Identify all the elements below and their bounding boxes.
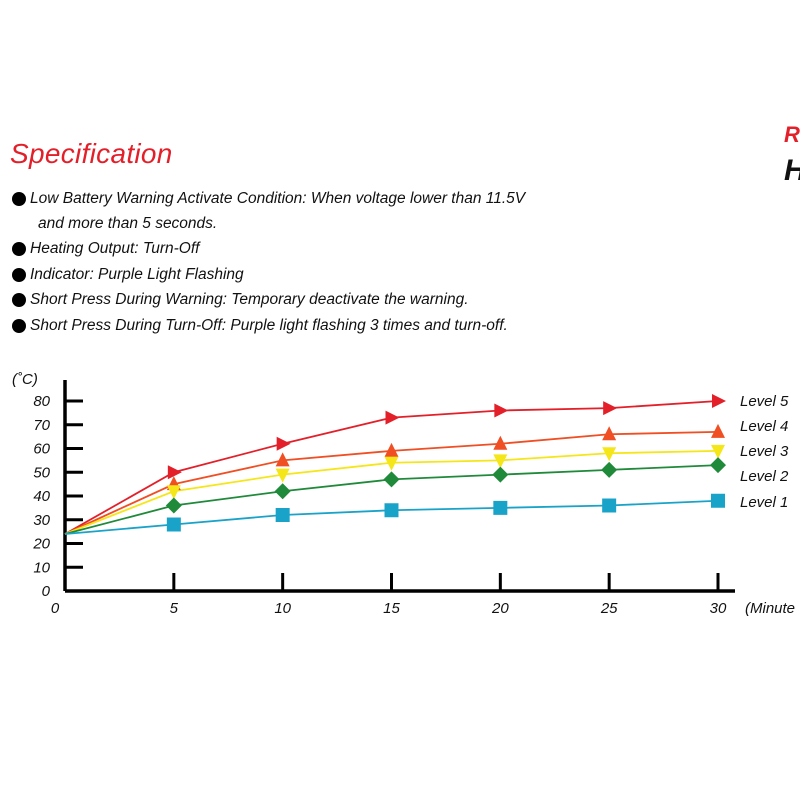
- bullet-icon: [12, 293, 26, 307]
- data-point-marker: [385, 410, 400, 425]
- data-point-marker: [711, 493, 725, 508]
- data-point-marker: [494, 403, 509, 418]
- y-tick-label: 70: [33, 417, 50, 434]
- y-tick-label: 30: [33, 512, 50, 529]
- data-point-marker: [165, 497, 182, 514]
- spec-item-short-press-turnoff: Short Press During Turn-Off: Purple ligh…: [12, 313, 525, 339]
- y-tick-label: 0: [42, 583, 51, 600]
- data-point-marker: [167, 465, 182, 480]
- data-point-marker: [493, 435, 508, 450]
- legend-entry: Level 2: [740, 468, 789, 485]
- data-point-marker: [275, 508, 290, 522]
- bullet-icon: [12, 192, 26, 206]
- x-axis-label: (Minute: [745, 600, 795, 617]
- spec-item-low-battery: Low Battery Warning Activate Condition: …: [12, 186, 525, 236]
- brand-logo-bottom: H: [784, 154, 800, 188]
- data-point-marker: [493, 454, 508, 469]
- legend-entry: Level 3: [740, 443, 789, 460]
- x-tick-label: 30: [710, 600, 727, 617]
- x-tick-label: 15: [383, 600, 400, 617]
- data-point-marker: [166, 485, 181, 500]
- bullet-icon: [12, 318, 26, 333]
- x-tick-label: 0: [51, 600, 60, 617]
- legend-entry: Level 4: [740, 418, 788, 435]
- spec-item-heating-output: Heating Output: Turn-Off: [12, 236, 525, 262]
- spec-item-line: Short Press During Turn-Off: Purple ligh…: [30, 316, 508, 334]
- data-point-marker: [384, 442, 399, 457]
- spec-item-line: and more than 5 seconds.: [38, 215, 218, 232]
- data-point-marker: [384, 503, 399, 518]
- x-tick-label: 10: [274, 600, 291, 617]
- data-point-marker: [711, 444, 725, 459]
- brand-logo-top: R: [784, 122, 800, 147]
- chart-axes: 0 10 20 30 40 50 60 70 80 (˚C) 0 5 10 15 20 25 30 (Minute: [12, 371, 795, 617]
- y-tick-label: 20: [32, 536, 50, 553]
- data-point-marker: [275, 452, 290, 467]
- y-tick-label: 60: [33, 441, 50, 458]
- chart-legend: Level 5 Level 4 Level 3 Level 2 Level 1: [740, 393, 789, 511]
- data-point-marker: [384, 456, 399, 471]
- data-point-marker: [275, 468, 290, 483]
- data-point-marker: [601, 461, 618, 478]
- data-point-marker: [711, 423, 725, 438]
- x-tick-label: 25: [600, 600, 618, 617]
- x-tick-label: 5: [170, 600, 179, 617]
- data-point-marker: [274, 483, 291, 500]
- data-point-marker: [276, 436, 291, 451]
- y-tick-label: 50: [33, 464, 50, 481]
- x-tick-label: 20: [491, 600, 509, 617]
- spec-list: Low Battery Warning Activate Condition: …: [12, 186, 525, 338]
- legend-entry: Level 5: [740, 393, 789, 410]
- bullet-icon: [12, 242, 26, 256]
- y-tick-label: 10: [33, 559, 50, 576]
- y-axis-label: (˚C): [12, 371, 38, 388]
- series-markers: [165, 394, 726, 532]
- data-point-marker: [603, 401, 618, 416]
- data-point-marker: [492, 466, 509, 483]
- y-tick-label: 80: [33, 393, 50, 410]
- spec-item-short-press-warning: Short Press During Warning: Temporary de…: [12, 287, 525, 313]
- data-point-marker: [493, 500, 508, 515]
- data-point-marker: [710, 457, 726, 474]
- data-point-marker: [602, 426, 617, 441]
- spec-item-line: Low Battery Warning Activate Condition: …: [30, 190, 526, 207]
- y-tick-label: 40: [33, 488, 50, 505]
- page-title: Specification: [10, 138, 173, 169]
- temperature-chart: 0 10 20 30 40 50 60 70 80 (˚C) 0 5 10 15 20 25 30 (Minute…: [12, 371, 795, 617]
- spec-item-line: Short Press During Warning: Temporary de…: [30, 291, 469, 308]
- spec-item-indicator: Indicator: Purple Light Flashing: [12, 262, 525, 288]
- data-point-marker: [712, 394, 726, 408]
- spec-item-line: Heating Output: Turn-Off: [30, 240, 200, 257]
- data-point-marker: [166, 517, 181, 532]
- bullet-icon: [12, 267, 26, 282]
- legend-entry: Level 1: [740, 494, 788, 511]
- data-point-marker: [383, 471, 400, 488]
- data-point-marker: [602, 447, 617, 462]
- data-point-marker: [602, 498, 617, 513]
- spec-item-line: Indicator: Purple Light Flashing: [30, 265, 244, 283]
